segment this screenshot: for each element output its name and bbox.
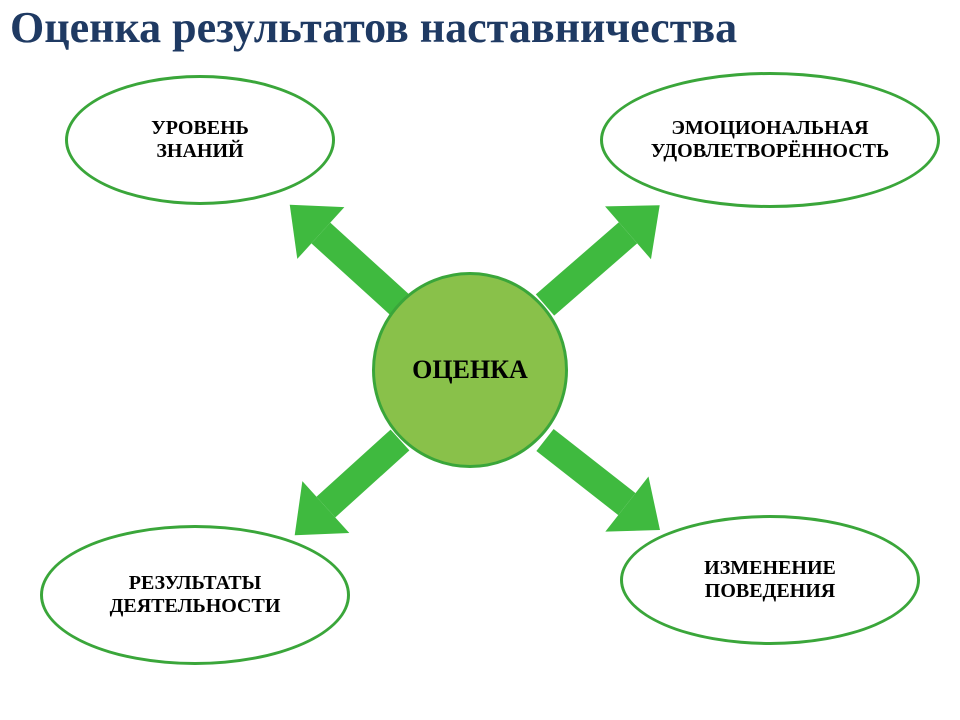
arrow-shaft [312,223,410,315]
arrow-emotional [545,205,660,305]
node-label: УРОВЕНЬ ЗНАНИЙ [151,117,249,163]
arrow-knowledge [290,205,400,305]
center-node: ОЦЕНКА [372,272,568,468]
arrow-shaft [536,222,638,316]
node-label: ЭМОЦИОНАЛЬНАЯ УДОВЛЕТВОРЁННОСТЬ [651,117,890,163]
node-behavior: ИЗМЕНЕНИЕ ПОВЕДЕНИЯ [620,515,920,645]
node-label: ИЗМЕНЕНИЕ ПОВЕДЕНИЯ [704,557,836,603]
diagram-stage: Оценка результатов наставничества ОЦЕНКА… [0,0,960,720]
arrow-results [295,440,400,535]
center-label: ОЦЕНКА [412,355,528,385]
node-knowledge: УРОВЕНЬ ЗНАНИЙ [65,75,335,205]
arrow-shaft [536,429,635,515]
node-emotional: ЭМОЦИОНАЛЬНАЯ УДОВЛЕТВОРЁННОСТЬ [600,72,940,208]
arrow-behavior [545,440,660,530]
page-title: Оценка результатов наставничества [10,2,737,53]
node-label: РЕЗУЛЬТАТЫ ДЕЯТЕЛЬНОСТИ [110,572,281,618]
arrow-shaft [317,430,410,518]
node-results: РЕЗУЛЬТАТЫ ДЕЯТЕЛЬНОСТИ [40,525,350,665]
